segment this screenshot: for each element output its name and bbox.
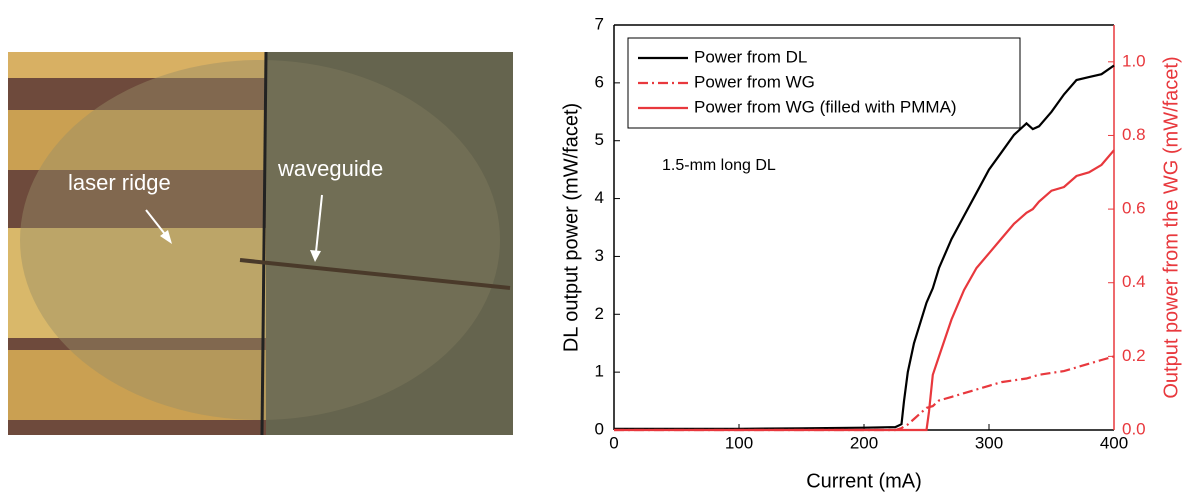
y2-axis-label: Output power from the WG (mW/facet) xyxy=(1160,56,1182,398)
arrow-head xyxy=(310,250,321,262)
legend-label: Power from WG xyxy=(694,72,815,91)
y-tick-label: 7 xyxy=(595,14,604,33)
y2-tick-label: 0.0 xyxy=(1122,419,1146,438)
x-tick-label: 100 xyxy=(725,433,753,452)
x-axis-label: Current (mA) xyxy=(806,470,922,492)
series-line xyxy=(614,64,1115,430)
x-tick-label: 300 xyxy=(975,433,1003,452)
series-line xyxy=(614,355,1115,432)
chart: 0 100 200 300 400 0 1 2 3 4 5 6 7 0.0 0.2 0.4 0.6 0.8 1.0 C… xyxy=(560,14,1182,492)
y2-tick-label: 0.4 xyxy=(1122,272,1146,291)
annotation: 1.5-mm long DL xyxy=(662,157,776,174)
micrograph: laser ridge waveguide xyxy=(8,51,513,436)
y-tick-label: 0 xyxy=(595,419,604,438)
arrow-head xyxy=(160,230,172,244)
cleave xyxy=(260,51,268,436)
arrow xyxy=(315,194,323,253)
y2-tick-label: 0.6 xyxy=(1122,199,1146,218)
x-tick-label: 400 xyxy=(1100,433,1128,452)
waveguide-region xyxy=(266,52,513,435)
y2-tick-label: 0.8 xyxy=(1122,125,1146,144)
y-tick-label: 6 xyxy=(595,72,604,91)
legend-box xyxy=(627,37,1021,129)
legend-label: Power from WG (filled with PMMA) xyxy=(694,97,957,116)
series-line xyxy=(614,149,1115,432)
y-tick-label: 1 xyxy=(595,362,604,381)
x-tick-label: 200 xyxy=(850,433,878,452)
stripe xyxy=(8,350,266,420)
y2-tick-label: 0.2 xyxy=(1122,346,1146,365)
legend-label: Power from DL xyxy=(694,47,807,66)
y-tick-label: 5 xyxy=(595,130,604,149)
y-axis-label: DL output power (mW/facet) xyxy=(560,103,582,352)
y-tick-label: 2 xyxy=(595,304,604,323)
image-label: laser ridge xyxy=(68,170,171,195)
stripe xyxy=(8,228,266,338)
y2-tick-label: 1.0 xyxy=(1122,51,1146,70)
stripe xyxy=(8,110,266,170)
waveguide-line xyxy=(239,258,511,290)
x-tick-label: 0 xyxy=(609,433,618,452)
y-tick-label: 3 xyxy=(595,246,604,265)
stripe xyxy=(8,52,266,78)
image-label: waveguide xyxy=(277,156,383,181)
y-tick-label: 4 xyxy=(595,188,604,207)
